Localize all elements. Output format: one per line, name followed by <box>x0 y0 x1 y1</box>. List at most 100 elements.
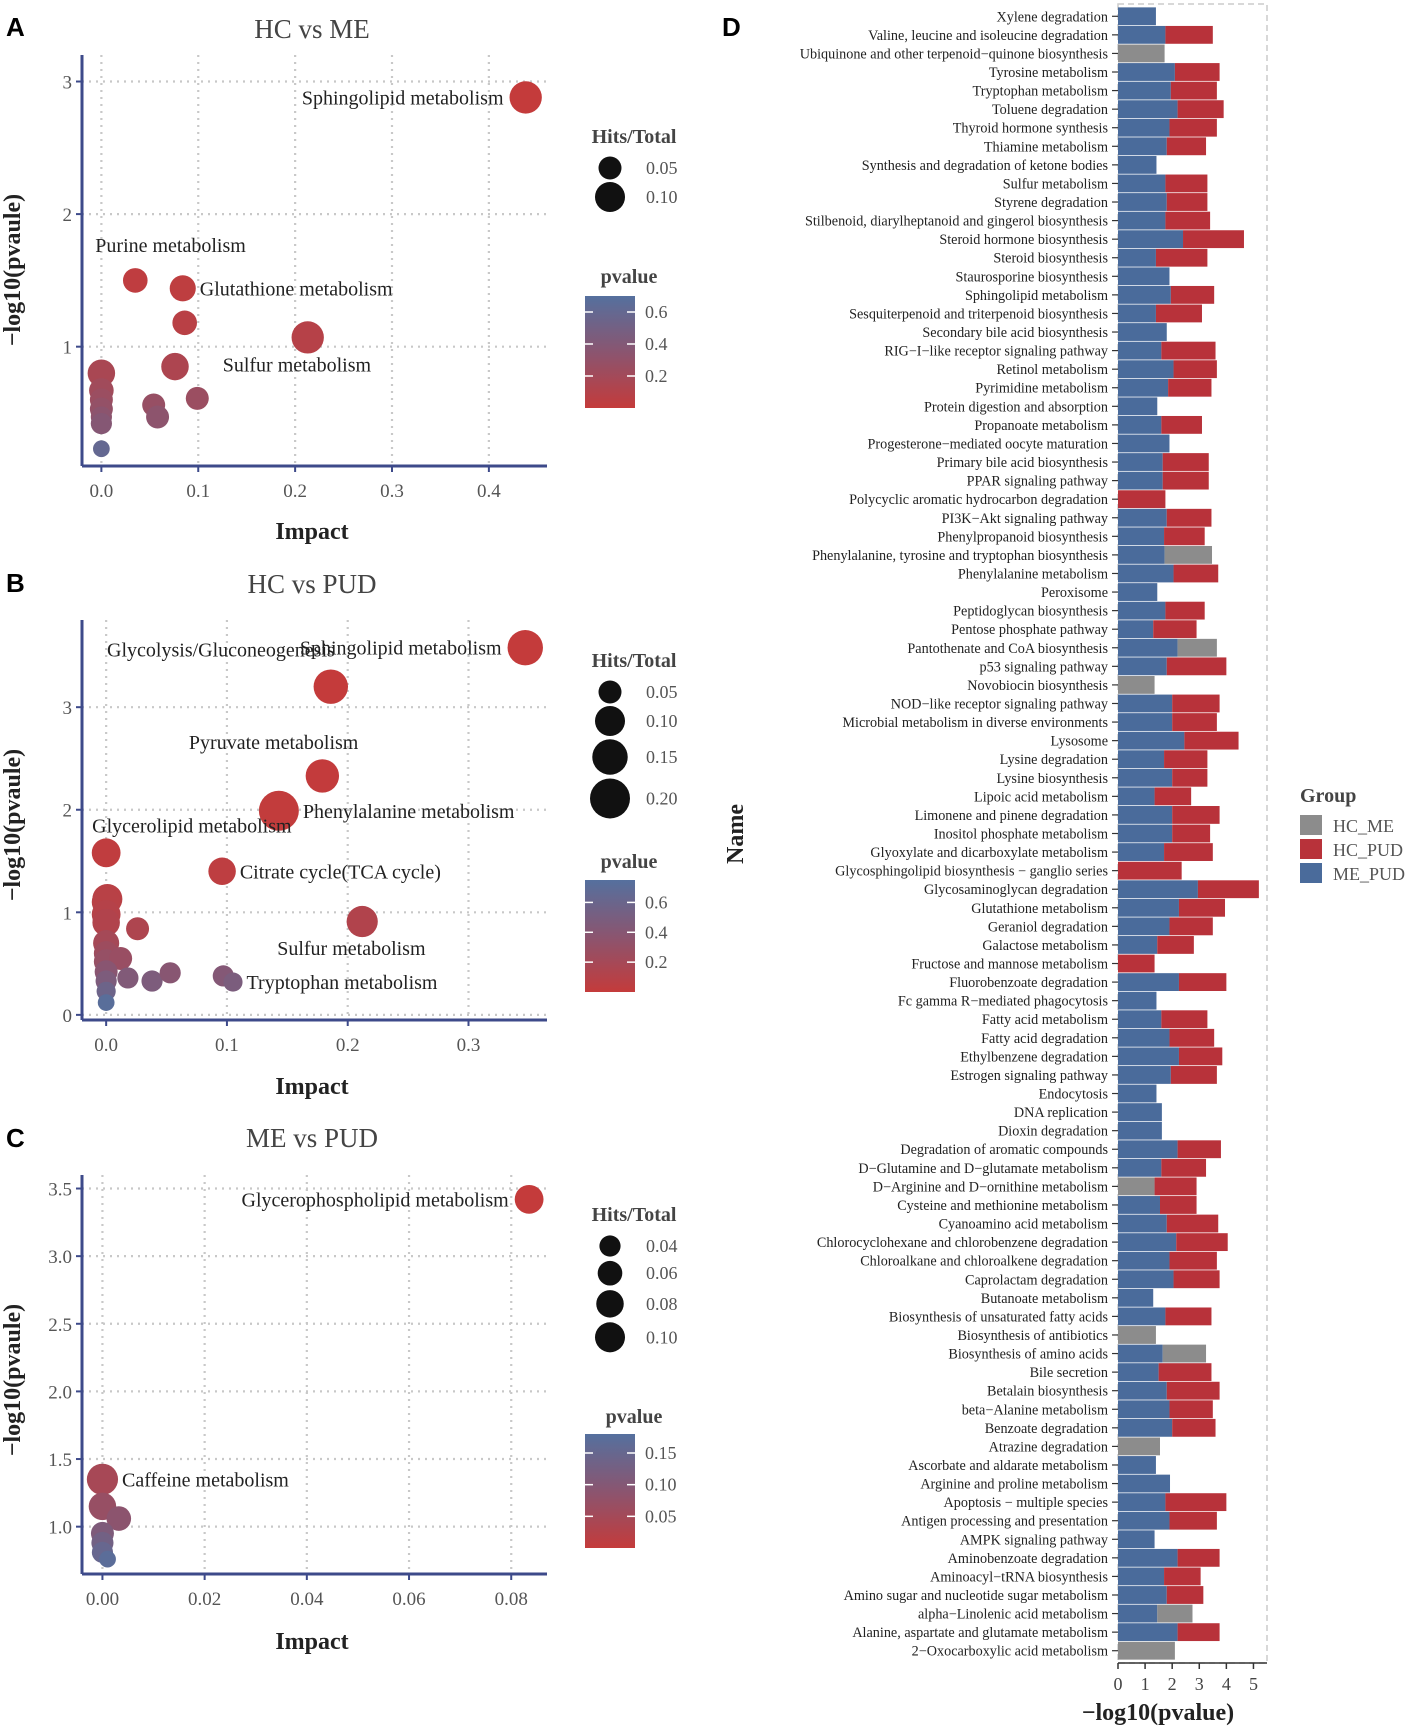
panel-c-size-legend-label: 0.06 <box>646 1263 678 1283</box>
panel-d-row-label: Glycosphingolipid biosynthesis − ganglio… <box>835 864 1108 880</box>
panel-d-bar-hc-pud <box>1184 731 1239 750</box>
panel-d-bar-me-pud <box>1118 7 1156 26</box>
panel-d-bar-me-pud <box>1118 25 1166 44</box>
panel-d-bar-hc-pud <box>1166 193 1208 211</box>
panel-d-bar-hc-pud <box>1158 1363 1212 1382</box>
panel-a-title: HC vs ME <box>254 14 370 44</box>
panel-c-point <box>106 1506 132 1531</box>
panel-d-row-label: Secondary bile acid biosynthesis <box>922 325 1108 341</box>
panel-d-bar-hc-pud <box>1154 787 1192 806</box>
panel-d-bar-hc-me <box>1118 44 1165 63</box>
panel-d-row-label: Biosynthesis of amino acids <box>948 1347 1108 1363</box>
panel-d-row-label: D−Glutamine and D−glutamate metabolism <box>858 1161 1108 1177</box>
panel-d-bar-me-pud <box>1118 304 1156 323</box>
panel-letter-c: C <box>6 1123 25 1153</box>
panel-d-row-label: Pyrimidine metabolism <box>975 381 1108 397</box>
panel-a-point <box>185 386 209 410</box>
panel-b-size-legend-label: 0.20 <box>646 788 678 808</box>
panel-d-row-label: Fatty acid degradation <box>981 1031 1108 1047</box>
panel-d-bar-hc-pud <box>1169 1400 1213 1419</box>
panel-c-color-legend-bar <box>585 1434 635 1548</box>
panel-d-bar-me-pud <box>1118 1604 1158 1623</box>
panel-d-bar-me-pud <box>1118 1511 1170 1530</box>
panel-b-size-legend-dot <box>590 778 630 819</box>
panel-d-bar-me-pud <box>1118 137 1167 156</box>
panel-b-ytick-label: 1 <box>63 903 73 924</box>
panel-d-bar-me-pud <box>1118 471 1163 490</box>
panel-c-xtick-label: 0.00 <box>86 1589 119 1610</box>
panel-d-row-label: Toluene degradation <box>992 102 1108 118</box>
panel-d-bar-me-pud <box>1118 378 1169 397</box>
panel-d-row-label: Galactose metabolism <box>982 938 1108 954</box>
panel-d-bar-hc-me <box>1157 1604 1193 1623</box>
panel-a-point <box>93 440 110 458</box>
panel-a-legend: Hits/Total pvalue 0.05 0.10 0.6 0.4 0.2 <box>585 126 678 408</box>
panel-c-legend: Hits/Total pvalue 0.04 0.06 0.08 0.10 0.15 0.… <box>585 1204 678 1548</box>
panel-d-bars <box>1118 7 1259 1660</box>
panel-d-row-label: Phenylalanine metabolism <box>958 566 1108 582</box>
panel-c-xtick-label: 0.08 <box>495 1589 528 1610</box>
panel-a-bubble-chart: HC vs ME Sphingolipid metabolism Purine m… <box>0 14 678 545</box>
panel-d-row-label: Ethylbenzene degradation <box>960 1049 1108 1065</box>
panel-d-bar-me-pud <box>1118 415 1162 434</box>
panel-d-legend-label-hc-pud: HC_PUD <box>1333 840 1403 860</box>
panel-d-row-label: Antigen processing and presentation <box>901 1514 1108 1530</box>
panel-d-bar-me-pud <box>1118 434 1170 453</box>
panel-d-bar-hc-pud <box>1157 936 1194 954</box>
panel-b-point <box>223 972 243 992</box>
panel-a-size-legend-label: 0.10 <box>646 187 678 207</box>
panel-d-row-label: Limonene and pinene degradation <box>915 808 1108 824</box>
panel-d-bar-me-pud <box>1118 360 1174 379</box>
panel-b-point <box>346 905 378 938</box>
panel-b-points: Sphingolipid metabolismGlycolysis/Glucon… <box>91 629 543 1011</box>
panel-b-point-label: Pyruvate metabolism <box>189 732 359 754</box>
panel-b-point <box>159 962 181 984</box>
panel-d-row-label: Butanoate metabolism <box>981 1291 1108 1307</box>
panel-c-xlabel: Impact <box>275 1629 348 1655</box>
panel-b-xtick-label: 0.3 <box>457 1035 481 1056</box>
panel-a-point <box>122 268 148 293</box>
panel-d-row-label: Estrogen signaling pathway <box>950 1068 1109 1084</box>
panel-d-row-label: Glyoxylate and dicarboxylate metabolism <box>870 845 1108 861</box>
panel-d-bar-me-pud <box>1118 917 1170 936</box>
panel-d-bar-hc-pud <box>1178 1047 1223 1066</box>
panel-b-xtick-label: 0.1 <box>215 1035 239 1056</box>
panel-d-bar-me-pud <box>1118 1418 1173 1437</box>
panel-d-bar-me-pud <box>1118 601 1166 620</box>
panel-c-size-legend-dot <box>599 1235 621 1257</box>
panel-b-size-legend-label: 0.15 <box>646 747 678 767</box>
panel-d-row-label: Glutathione metabolism <box>971 901 1108 917</box>
panel-a-point-label: Glutathione metabolism <box>200 278 393 300</box>
panel-d-bar-me-pud <box>1118 1028 1170 1047</box>
panel-b-size-legend-dot <box>598 680 622 704</box>
panel-d-row-label: Lysosome <box>1050 734 1108 750</box>
panel-d-bar-me-pud <box>1118 1623 1178 1642</box>
panel-d-bar-me-pud <box>1118 564 1174 583</box>
panel-d-bar-hc-pud <box>1177 1548 1220 1567</box>
panel-d-bar-me-pud <box>1118 1474 1171 1493</box>
panel-d-bar-me-pud <box>1118 973 1179 991</box>
panel-d-bar-hc-pud <box>1178 898 1226 917</box>
panel-b-point <box>141 970 163 992</box>
panel-d-row-label: Steroid hormone biosynthesis <box>939 232 1108 248</box>
panel-d-bar-me-pud <box>1118 397 1158 416</box>
panel-letter-b: B <box>6 568 25 598</box>
panel-d-xtick-label: 0 <box>1114 1674 1123 1694</box>
panel-d-bar-me-pud <box>1118 545 1165 564</box>
panel-d-bar-me-pud <box>1118 100 1178 119</box>
panel-d-bar-hc-pud <box>1118 954 1155 973</box>
panel-a-point-label: Sphingolipid metabolism <box>302 87 504 109</box>
panel-d-bar-me-pud <box>1118 1567 1165 1586</box>
panel-d-bar-me-pud <box>1118 81 1171 100</box>
panel-b-point <box>258 790 299 831</box>
panel-d-row-label: PPAR signaling pathway <box>967 474 1109 490</box>
panel-d-legend-label-me-pud: ME_PUD <box>1333 864 1405 884</box>
panel-d-row-label: Phenylpropanoid biosynthesis <box>937 529 1108 545</box>
panel-letter-a: A <box>6 12 25 42</box>
panel-d-legend-label-hc-me: HC_ME <box>1333 816 1394 836</box>
panel-b-color-legend-bar <box>585 880 635 992</box>
panel-d-row-label: Protein digestion and absorption <box>924 399 1108 415</box>
panel-d-xtick-label: 2 <box>1168 1674 1177 1694</box>
panel-d-row-label: Lysine biosynthesis <box>996 771 1108 787</box>
panel-c-size-legend-dot <box>594 1322 626 1353</box>
